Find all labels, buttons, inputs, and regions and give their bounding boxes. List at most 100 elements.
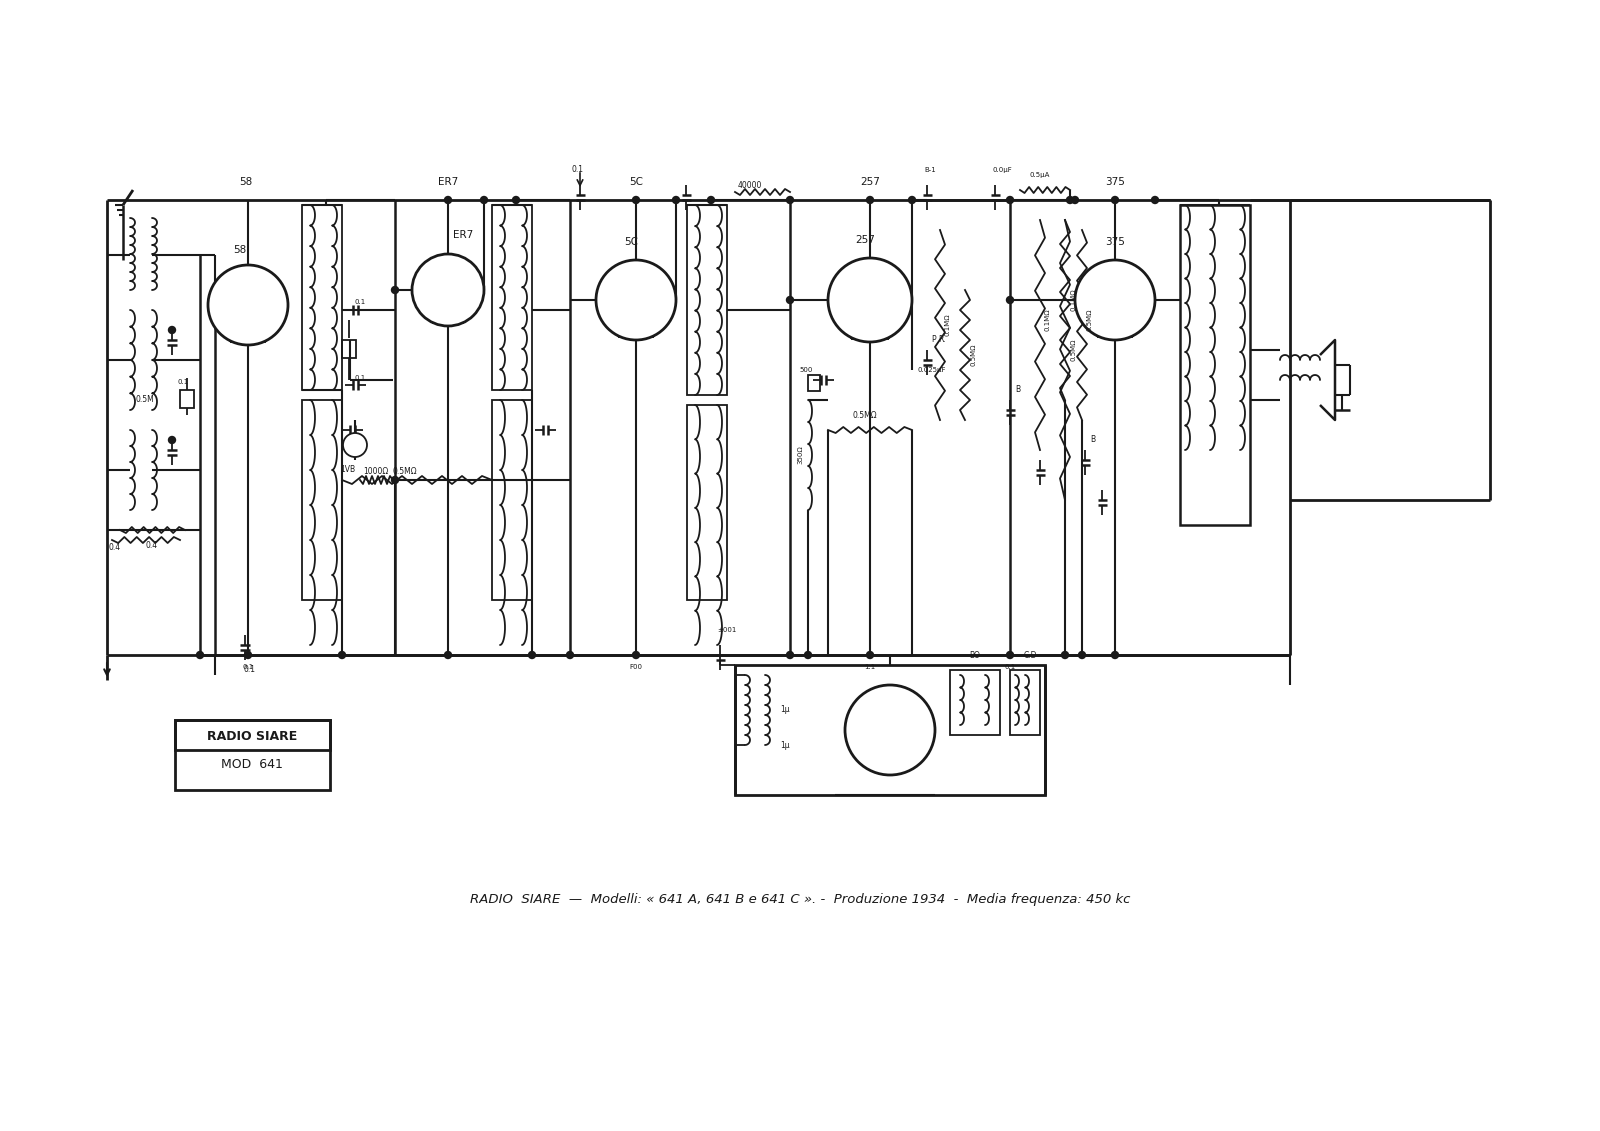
Text: 5C: 5C <box>629 176 643 187</box>
Circle shape <box>168 327 176 334</box>
Text: BO: BO <box>970 650 981 659</box>
Bar <box>686 405 726 601</box>
Text: 350Ω: 350Ω <box>797 446 803 465</box>
Text: 1.1: 1.1 <box>864 664 875 670</box>
Text: 1μ: 1μ <box>781 706 790 715</box>
Text: 0.5MΩ: 0.5MΩ <box>392 466 418 475</box>
Text: 0.4: 0.4 <box>146 541 158 550</box>
Text: 0.5MΩ: 0.5MΩ <box>1070 339 1075 361</box>
Text: 500: 500 <box>800 366 813 373</box>
Circle shape <box>339 651 346 658</box>
Text: 0.0μF: 0.0μF <box>992 167 1011 173</box>
Bar <box>174 720 330 789</box>
Text: 0.5μA: 0.5μA <box>1030 172 1050 178</box>
Text: B: B <box>1091 435 1096 444</box>
Circle shape <box>168 437 176 443</box>
Bar <box>174 720 330 750</box>
Circle shape <box>342 433 366 457</box>
Bar <box>950 670 1000 735</box>
Text: 0.1: 0.1 <box>573 165 584 174</box>
Text: 0.1: 0.1 <box>1005 664 1016 670</box>
Text: 375: 375 <box>1106 238 1125 247</box>
Bar <box>493 205 531 390</box>
Circle shape <box>909 197 915 204</box>
Circle shape <box>632 197 640 204</box>
Circle shape <box>1072 197 1078 204</box>
Circle shape <box>512 197 520 204</box>
Circle shape <box>1006 296 1013 303</box>
Text: 0.1: 0.1 <box>354 299 366 305</box>
Bar <box>179 390 194 408</box>
Circle shape <box>480 197 488 204</box>
Text: 0.5MΩ: 0.5MΩ <box>853 411 877 420</box>
Circle shape <box>1006 651 1013 658</box>
Text: ER7: ER7 <box>453 230 474 240</box>
Circle shape <box>845 685 934 775</box>
Text: 0.1: 0.1 <box>178 379 189 385</box>
Text: 58: 58 <box>234 245 246 254</box>
Circle shape <box>1078 651 1085 658</box>
Circle shape <box>1152 197 1158 204</box>
Text: 0.5M: 0.5M <box>136 396 154 405</box>
Circle shape <box>867 197 874 204</box>
Text: RADIO SIARE: RADIO SIARE <box>206 729 298 742</box>
Text: 0.4: 0.4 <box>109 543 122 552</box>
Text: 375: 375 <box>1106 176 1125 187</box>
Bar <box>1181 205 1250 525</box>
Circle shape <box>787 651 794 658</box>
Text: 0.1MΩ: 0.1MΩ <box>1045 309 1051 331</box>
Circle shape <box>528 651 536 658</box>
Circle shape <box>413 254 483 326</box>
Text: MOD  641: MOD 641 <box>221 759 283 771</box>
Circle shape <box>197 651 203 658</box>
Bar <box>1010 670 1040 735</box>
Bar <box>734 665 1045 795</box>
Text: 0.1MΩ: 0.1MΩ <box>946 313 950 336</box>
Text: 1000Ω: 1000Ω <box>363 467 389 476</box>
Text: 1μ: 1μ <box>781 741 790 750</box>
Text: 1VB: 1VB <box>341 466 355 475</box>
Bar <box>493 400 531 601</box>
Text: 40000: 40000 <box>738 181 762 190</box>
Text: 0.5MΩ: 0.5MΩ <box>1086 309 1093 331</box>
Text: 0.1: 0.1 <box>242 664 254 670</box>
Bar <box>302 205 342 390</box>
Circle shape <box>1112 651 1118 658</box>
Bar <box>302 400 342 601</box>
Text: 0.1: 0.1 <box>243 665 256 674</box>
Circle shape <box>392 286 398 294</box>
Circle shape <box>1006 197 1013 204</box>
Circle shape <box>1061 651 1069 658</box>
Circle shape <box>867 651 874 658</box>
Circle shape <box>707 197 715 204</box>
Text: 257: 257 <box>854 235 875 245</box>
Text: RADIO  SIARE  —  Modelli: « 641 A, 641 B e 641 C ». -  Produzione 1934  -  Media: RADIO SIARE — Modelli: « 641 A, 641 B e … <box>470 893 1130 907</box>
Text: ER7: ER7 <box>438 176 458 187</box>
Text: R.: R. <box>938 336 946 345</box>
Bar <box>686 205 726 395</box>
Circle shape <box>672 197 680 204</box>
Bar <box>342 340 355 359</box>
Circle shape <box>1112 197 1118 204</box>
Bar <box>808 375 819 391</box>
Circle shape <box>787 296 794 303</box>
Circle shape <box>445 651 451 658</box>
Text: 5C: 5C <box>624 238 638 247</box>
Text: C.D: C.D <box>1024 650 1037 659</box>
Text: 0.025μF: 0.025μF <box>918 366 946 373</box>
Circle shape <box>829 258 912 342</box>
Circle shape <box>245 651 251 658</box>
Text: B: B <box>1016 386 1021 395</box>
Circle shape <box>805 651 811 658</box>
Circle shape <box>392 476 398 483</box>
Text: B-1: B-1 <box>925 167 936 173</box>
Circle shape <box>1067 197 1074 204</box>
Text: ±001: ±001 <box>717 627 736 633</box>
Text: 0.1: 0.1 <box>354 375 366 381</box>
Text: 0.5MΩ: 0.5MΩ <box>970 344 976 366</box>
Circle shape <box>1075 260 1155 340</box>
Text: 257: 257 <box>861 176 880 187</box>
Circle shape <box>566 651 573 658</box>
Circle shape <box>787 197 794 204</box>
Text: P: P <box>931 336 936 345</box>
